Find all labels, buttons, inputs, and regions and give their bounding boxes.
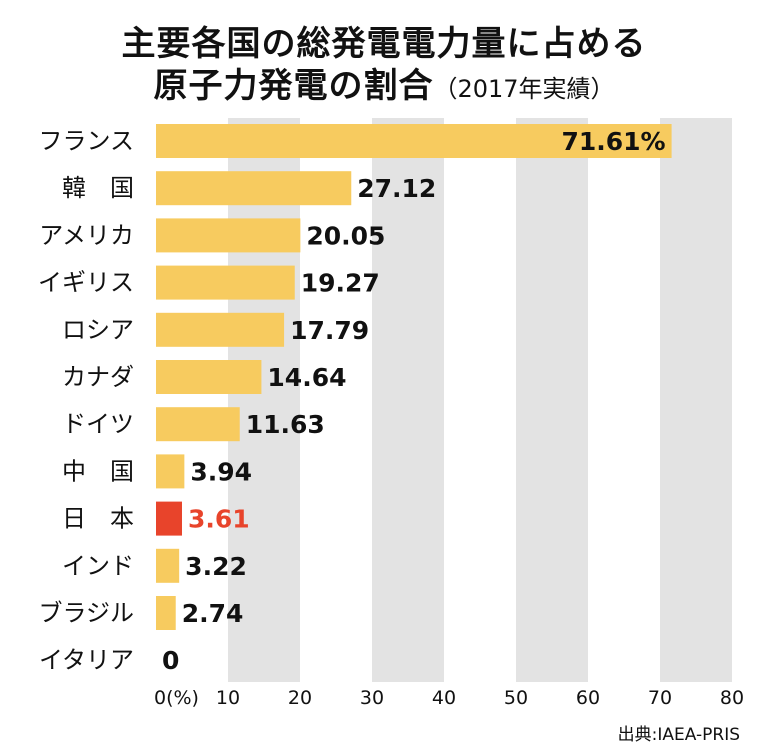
x-tick-label-60: 60 — [576, 687, 600, 709]
category-label-3: イギリス — [38, 269, 134, 297]
value-label-9: 3.22 — [185, 552, 247, 581]
category-label-8: 日 本 — [62, 505, 134, 533]
category-label-9: インド — [62, 552, 134, 580]
bar-8 — [156, 501, 182, 536]
value-label-8: 3.61 — [188, 505, 250, 534]
value-label-3: 19.27 — [301, 269, 380, 298]
background-band-30-40 — [372, 118, 444, 682]
x-tick-label-50: 50 — [504, 687, 528, 709]
category-label-0: フランス — [38, 127, 134, 155]
bar-5 — [156, 360, 262, 394]
x-tick-label-40: 40 — [432, 687, 456, 709]
chart-title-2: 原子力発電の割合（2017年実績） — [0, 58, 768, 107]
category-label-7: 中 国 — [62, 457, 134, 485]
bar-3 — [156, 265, 295, 300]
value-label-6: 11.63 — [246, 410, 325, 439]
value-label-10: 2.74 — [182, 599, 244, 628]
bar-4 — [156, 312, 285, 347]
bar-0 — [156, 124, 672, 158]
category-label-10: ブラジル — [38, 599, 134, 627]
chart-title: 主要各国の総発電電力量に占める — [0, 16, 768, 65]
category-label-2: アメリカ — [39, 221, 134, 249]
x-tick-label-10: 10 — [216, 687, 240, 709]
value-label-5: 14.64 — [267, 363, 346, 392]
value-label-11: 0 — [162, 646, 179, 675]
x-tick-label-0: 0(%) — [154, 687, 199, 709]
value-label-2: 20.05 — [306, 221, 385, 250]
value-label-0: 71.61% — [561, 127, 665, 156]
x-tick-label-30: 30 — [360, 687, 384, 709]
value-label-4: 17.79 — [290, 316, 369, 345]
chart-title-line2: 原子力発電の割合 — [153, 66, 434, 106]
category-label-5: カナダ — [62, 363, 134, 391]
value-label-7: 3.94 — [190, 457, 252, 486]
bar-10 — [156, 596, 176, 630]
bar-1 — [156, 171, 352, 206]
bar-9 — [156, 548, 180, 583]
category-label-11: イタリア — [39, 646, 134, 674]
background-band-10-20 — [228, 118, 300, 682]
x-tick-label-20: 20 — [288, 687, 312, 709]
background-band-70-80 — [660, 118, 732, 682]
chart-title-line1: 主要各国の総発電電力量に占める — [121, 24, 647, 64]
bar-2 — [156, 218, 301, 253]
category-label-6: ドイツ — [62, 410, 134, 438]
source-note: 出典:IAEA-PRIS — [617, 725, 740, 745]
category-label-1: 韓 国 — [62, 174, 134, 202]
bar-6 — [156, 407, 240, 442]
chart-subtitle: （2017年実績） — [433, 75, 615, 103]
background-band-50-60 — [516, 118, 588, 682]
bar-7 — [156, 454, 185, 489]
value-label-1: 27.12 — [357, 174, 436, 203]
category-label-4: ロシア — [62, 316, 134, 344]
x-tick-label-70: 70 — [648, 687, 672, 709]
x-tick-label-80: 80 — [720, 687, 744, 709]
